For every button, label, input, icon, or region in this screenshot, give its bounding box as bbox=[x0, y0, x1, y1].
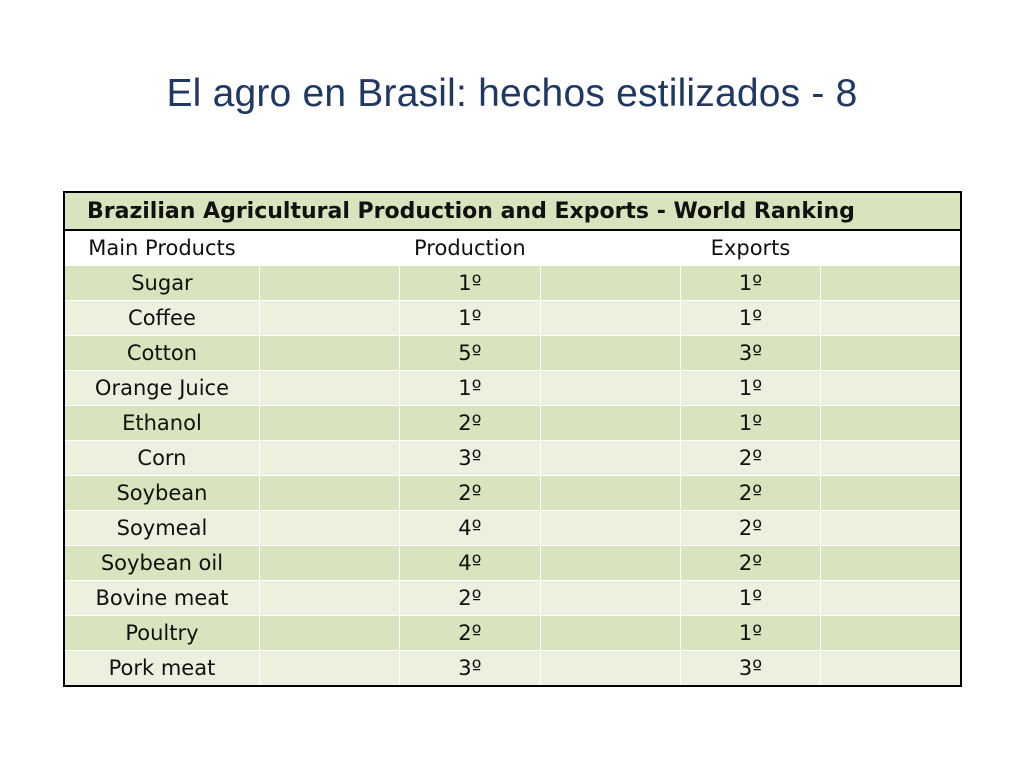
spacer-cell bbox=[820, 335, 961, 371]
exports-cell: 2º bbox=[679, 545, 821, 581]
exports-cell: 3º bbox=[679, 650, 821, 686]
production-cell: 4º bbox=[399, 545, 541, 581]
exports-cell: 2º bbox=[679, 475, 821, 511]
production-cell: 2º bbox=[399, 615, 541, 651]
spacer-cell bbox=[258, 650, 400, 686]
spacer-cell bbox=[820, 580, 961, 616]
production-cell: 2º bbox=[399, 405, 541, 441]
spacer-cell bbox=[820, 650, 961, 686]
table-body: Sugar 1º 1º Coffee 1º 1º Cotton 5º 3º Orange Juic… bbox=[63, 265, 961, 686]
product-cell: Ethanol bbox=[63, 405, 260, 441]
exports-cell: 1º bbox=[679, 300, 821, 336]
table-row: Soybean oil 4º 2º bbox=[63, 545, 961, 581]
production-cell: 1º bbox=[399, 370, 541, 406]
spacer-cell bbox=[258, 615, 400, 651]
spacer-cell bbox=[539, 650, 681, 686]
header-main-products: Main Products bbox=[63, 229, 260, 266]
header-spacer bbox=[820, 229, 961, 266]
table-row: Sugar 1º 1º bbox=[63, 265, 961, 301]
spacer-cell bbox=[539, 475, 681, 511]
spacer-cell bbox=[258, 440, 400, 476]
production-cell: 1º bbox=[399, 265, 541, 301]
spacer-cell bbox=[820, 510, 961, 546]
exports-cell: 1º bbox=[679, 265, 821, 301]
production-cell: 5º bbox=[399, 335, 541, 371]
spacer-cell bbox=[539, 300, 681, 336]
spacer-cell bbox=[258, 265, 400, 301]
table-row: Corn 3º 2º bbox=[63, 440, 961, 476]
spacer-cell bbox=[258, 405, 400, 441]
table-row: Soymeal 4º 2º bbox=[63, 510, 961, 546]
spacer-cell bbox=[820, 545, 961, 581]
spacer-cell bbox=[820, 440, 961, 476]
spacer-cell bbox=[539, 440, 681, 476]
spacer-cell bbox=[258, 510, 400, 546]
spacer-cell bbox=[258, 475, 400, 511]
table-row: Orange Juice 1º 1º bbox=[63, 370, 961, 406]
table-row: Ethanol 2º 1º bbox=[63, 405, 961, 441]
table-row: Bovine meat 2º 1º bbox=[63, 580, 961, 616]
production-cell: 1º bbox=[399, 300, 541, 336]
production-cell: 3º bbox=[399, 650, 541, 686]
spacer-cell bbox=[258, 580, 400, 616]
exports-cell: 1º bbox=[679, 370, 821, 406]
production-cell: 3º bbox=[399, 440, 541, 476]
exports-cell: 2º bbox=[679, 440, 821, 476]
spacer-cell bbox=[539, 545, 681, 581]
exports-cell: 1º bbox=[679, 615, 821, 651]
exports-cell: 1º bbox=[679, 405, 821, 441]
production-cell: 4º bbox=[399, 510, 541, 546]
spacer-cell bbox=[539, 335, 681, 371]
table-header-row: Main Products Production Exports bbox=[63, 229, 961, 266]
header-exports: Exports bbox=[679, 229, 821, 266]
product-cell: Soybean bbox=[63, 475, 260, 511]
spacer-cell bbox=[258, 300, 400, 336]
spacer-cell bbox=[539, 615, 681, 651]
table-row: Coffee 1º 1º bbox=[63, 300, 961, 336]
exports-cell: 1º bbox=[679, 580, 821, 616]
spacer-cell bbox=[820, 370, 961, 406]
exports-cell: 2º bbox=[679, 510, 821, 546]
spacer-cell bbox=[820, 615, 961, 651]
product-cell: Soybean oil bbox=[63, 545, 260, 581]
production-cell: 2º bbox=[399, 475, 541, 511]
spacer-cell bbox=[820, 265, 961, 301]
product-cell: Cotton bbox=[63, 335, 260, 371]
spacer-cell bbox=[820, 300, 961, 336]
header-spacer bbox=[539, 229, 681, 266]
header-production: Production bbox=[399, 229, 541, 266]
spacer-cell bbox=[820, 405, 961, 441]
product-cell: Coffee bbox=[63, 300, 260, 336]
ranking-table: Brazilian Agricultural Production and Ex… bbox=[63, 191, 962, 687]
product-cell: Soymeal bbox=[63, 510, 260, 546]
spacer-cell bbox=[539, 580, 681, 616]
product-cell: Corn bbox=[63, 440, 260, 476]
spacer-cell bbox=[539, 265, 681, 301]
spacer-cell bbox=[258, 370, 400, 406]
product-cell: Bovine meat bbox=[63, 580, 260, 616]
spacer-cell bbox=[258, 335, 400, 371]
spacer-cell bbox=[258, 545, 400, 581]
product-cell: Sugar bbox=[63, 265, 260, 301]
table-row: Soybean 2º 2º bbox=[63, 475, 961, 511]
product-cell: Orange Juice bbox=[63, 370, 260, 406]
slide-title: El agro en Brasil: hechos estilizados - … bbox=[166, 72, 858, 115]
table-row: Poultry 2º 1º bbox=[63, 615, 961, 651]
table-caption: Brazilian Agricultural Production and Ex… bbox=[63, 191, 961, 231]
table-caption-row: Brazilian Agricultural Production and Ex… bbox=[63, 191, 961, 231]
spacer-cell bbox=[539, 510, 681, 546]
spacer-cell bbox=[820, 475, 961, 511]
table-row: Cotton 5º 3º bbox=[63, 335, 961, 371]
table-row: Pork meat 3º 3º bbox=[63, 650, 961, 686]
production-cell: 2º bbox=[399, 580, 541, 616]
exports-cell: 3º bbox=[679, 335, 821, 371]
spacer-cell bbox=[539, 370, 681, 406]
spacer-cell bbox=[539, 405, 681, 441]
product-cell: Pork meat bbox=[63, 650, 260, 686]
product-cell: Poultry bbox=[63, 615, 260, 651]
header-spacer bbox=[258, 229, 400, 266]
